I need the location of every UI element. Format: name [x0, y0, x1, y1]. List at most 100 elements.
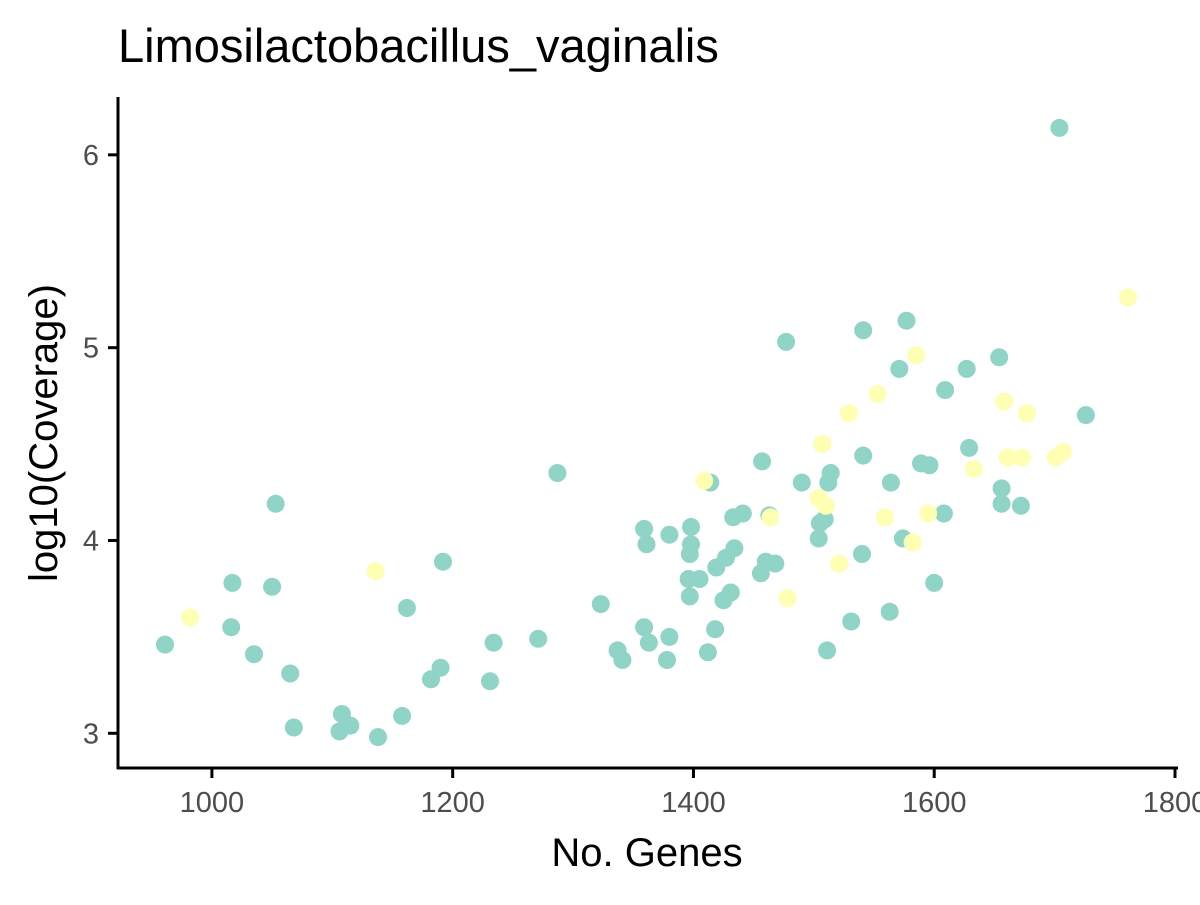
y-tick-label: 3 [83, 718, 99, 750]
y-ticks: 3 4 5 6 [83, 140, 117, 750]
chart-title: Limosilactobacillus_vaginalis [118, 19, 719, 72]
scatter-point [613, 651, 632, 669]
scatter-point [960, 438, 979, 457]
scatter-point [284, 718, 303, 737]
y-axis-title: log10(Coverage) [22, 284, 66, 582]
scatter-point [222, 618, 241, 637]
x-axis-title: No. Genes [551, 831, 742, 875]
scatter-point [919, 504, 938, 523]
scatter-point [1050, 118, 1069, 137]
scatter-point [529, 629, 548, 648]
scatter-point [853, 545, 871, 563]
scatter-point [658, 651, 676, 669]
scatter-point [818, 641, 837, 660]
scatter-point [890, 359, 909, 378]
scatter-point [778, 589, 797, 608]
scatter-point [591, 595, 610, 614]
scatter-point [957, 359, 976, 378]
scatter-point [854, 321, 873, 340]
scatter-point [1017, 404, 1036, 423]
scatter-point [1011, 496, 1030, 515]
scatter-point [897, 311, 916, 330]
scatter-point [639, 633, 658, 652]
scatter-point [223, 573, 242, 592]
scatter-point [992, 479, 1011, 498]
scatter-point [815, 510, 834, 529]
x-tick-label: 1200 [420, 787, 485, 819]
scatter-point [690, 570, 709, 588]
x-tick-label: 1400 [661, 787, 726, 819]
scatter-point [245, 645, 263, 664]
scatter-point [431, 658, 450, 677]
y-tick-label: 5 [83, 333, 99, 365]
scatter-point [366, 562, 385, 581]
scatter-point [484, 633, 503, 652]
scatter-point [965, 460, 983, 479]
scatter-point [637, 535, 656, 554]
scatter-point [998, 448, 1017, 467]
scatter-point [635, 618, 654, 637]
scatter-point [680, 587, 699, 606]
scatter-point [698, 643, 717, 662]
x-tick-label: 1800 [1143, 787, 1200, 819]
scatter-point [875, 508, 894, 527]
scatter-point [990, 348, 1009, 367]
scatter-point [880, 602, 899, 621]
scatter-point [706, 620, 725, 639]
scatter-point [816, 496, 835, 515]
x-tick-label: 1000 [180, 787, 245, 819]
scatter-point [821, 464, 840, 482]
scatter-point [777, 332, 796, 351]
scatter-point [1054, 442, 1072, 461]
scatter-point [842, 612, 861, 631]
scatter-point [682, 535, 700, 554]
scatter-point [393, 706, 412, 725]
scatter-point [925, 573, 944, 592]
scatter-point [903, 533, 922, 552]
points-layer [156, 118, 1137, 747]
scatter-point [839, 404, 858, 423]
scatter-point [1013, 448, 1032, 467]
scatter-point [753, 452, 772, 471]
scatter-point [156, 635, 174, 654]
scatter-point [995, 392, 1014, 411]
x-ticks: 1000 1200 1400 1600 1800 [180, 769, 1200, 819]
scatter-point [1119, 288, 1137, 307]
scatter-point [725, 539, 744, 558]
scatter-point [766, 554, 785, 573]
scatter-point [733, 504, 752, 523]
scatter-point [936, 381, 955, 400]
scatter-point [1076, 406, 1095, 425]
scatter-point [695, 471, 714, 490]
scatter-point [792, 473, 811, 492]
scatter-point [761, 508, 780, 527]
scatter-point [813, 435, 832, 454]
scatter-point [548, 464, 567, 482]
scatter-point [341, 716, 360, 735]
y-tick-label: 6 [83, 140, 99, 172]
scatter-point [854, 446, 873, 465]
scatter-point [369, 728, 387, 747]
scatter-point [263, 577, 282, 596]
scatter-point [660, 627, 679, 646]
scatter-point [830, 554, 849, 573]
scatter-point [682, 518, 700, 536]
scatter-point [809, 529, 828, 548]
scatter-point [868, 384, 887, 403]
scatter-point [397, 599, 416, 617]
scatter-point [266, 494, 285, 513]
scatter-point [181, 608, 200, 627]
scatter-point [660, 525, 679, 544]
scatter-point [881, 473, 900, 492]
scatter-point [281, 664, 300, 683]
scatter-point [920, 456, 939, 475]
scatter-point [635, 519, 654, 538]
scatter-point [481, 672, 499, 691]
scatter-point [434, 552, 452, 571]
scatter-point [907, 346, 926, 365]
x-tick-label: 1600 [902, 787, 967, 819]
scatter-point [934, 504, 953, 523]
y-tick-label: 4 [83, 525, 99, 557]
